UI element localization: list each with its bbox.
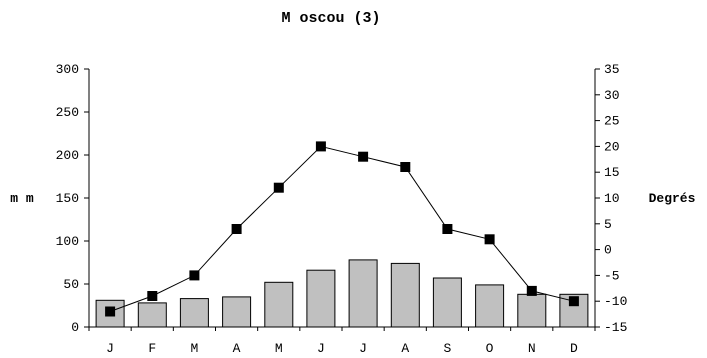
x-tick-label: A <box>233 341 241 356</box>
x-tick-label: N <box>528 341 536 356</box>
temperature-point <box>147 291 158 301</box>
y-left-tick-label: 0 <box>71 320 79 335</box>
x-tick-label: A <box>401 341 409 356</box>
y-right-tick-label: -10 <box>604 294 627 309</box>
y-left-tick-label: 100 <box>56 234 79 249</box>
x-tick-label: M <box>191 341 199 356</box>
bar <box>222 296 252 328</box>
y-right-tick-label: 15 <box>604 165 620 180</box>
y-right-tick-label: 5 <box>604 217 612 232</box>
temperature-point <box>189 270 200 281</box>
temperature-point <box>231 224 242 234</box>
y-right-tick-label: 30 <box>604 88 620 103</box>
y-left-tick-label: 150 <box>56 191 79 206</box>
bar <box>264 281 294 328</box>
y-left-tick-label: 300 <box>56 62 79 77</box>
temperature-point <box>105 306 116 317</box>
y-right-tick-label: 0 <box>604 243 612 258</box>
y-right-tick-label: 10 <box>604 191 620 206</box>
temperature-point <box>568 296 579 307</box>
y-right-tick-label: -15 <box>604 320 627 335</box>
temperature-point <box>273 182 284 193</box>
x-tick-label: O <box>486 341 494 356</box>
chart-title: M oscou (3) <box>281 10 380 27</box>
temperature-line <box>109 145 575 312</box>
x-tick-label: F <box>148 341 156 356</box>
y-left-tick-label: 50 <box>63 277 79 292</box>
bar <box>348 259 378 328</box>
plot-area: 0 50 100 150 200 250 300 -15 -10 -5 0 5 10 15 20 25 30 35… <box>56 62 628 356</box>
y-right-tick-label: 25 <box>604 114 620 129</box>
temperature-point <box>526 285 537 296</box>
y-left-tick-label: 250 <box>56 105 79 120</box>
x-tick-label: D <box>570 341 578 356</box>
bar <box>517 293 547 328</box>
bar <box>475 284 505 328</box>
y-axis-left-label: m m <box>10 191 34 206</box>
bar <box>432 277 462 328</box>
temperature-point <box>315 141 326 152</box>
temperature-point <box>358 151 369 162</box>
x-tick-label: J <box>317 341 325 356</box>
bar <box>137 302 167 328</box>
temperature-point <box>400 162 411 172</box>
bar <box>179 298 209 328</box>
y-right-tick-label: 20 <box>604 139 620 154</box>
y-axis-right-label: Degrés <box>649 191 696 206</box>
x-tick-label: M <box>275 341 283 356</box>
x-tick-label: S <box>444 341 452 356</box>
y-right-tick-label: 35 <box>604 62 620 77</box>
y-right-tick-label: -5 <box>604 268 620 283</box>
x-tick-label: J <box>106 341 114 356</box>
bar <box>306 269 336 328</box>
bar <box>390 262 420 328</box>
x-tick-label: J <box>359 341 367 356</box>
temperature-point <box>442 224 453 234</box>
temperature-point <box>484 234 495 245</box>
y-left-tick-label: 200 <box>56 148 79 163</box>
